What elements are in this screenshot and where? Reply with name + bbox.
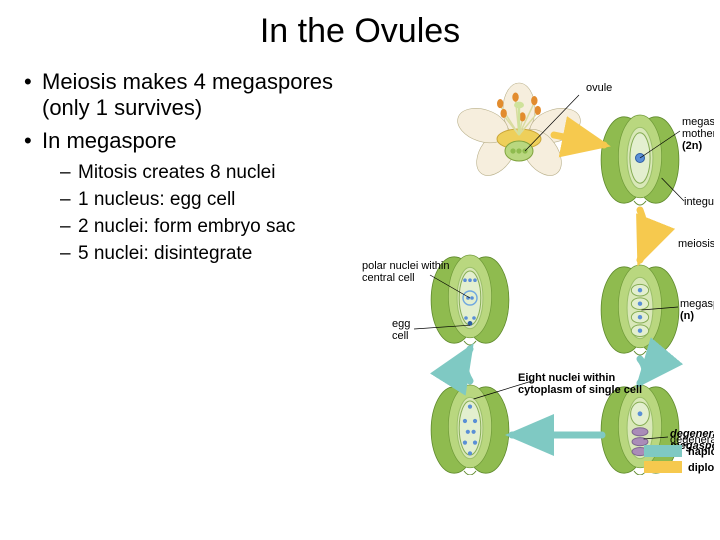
svg-text:diploid: diploid (688, 462, 714, 474)
sub-1: Mitosis creates 8 nuclei (42, 162, 344, 185)
svg-text:central cell: central cell (362, 272, 415, 284)
bullet-2-text: In megaspore (42, 128, 177, 153)
sub-1-text: Mitosis creates 8 nuclei (78, 162, 275, 183)
content-row: Meiosis makes 4 megaspores (only 1 survi… (0, 61, 720, 271)
svg-text:haploid: haploid (688, 446, 714, 458)
ovule-cycle-diagram: ovule megaspore mother cellmother cell(2n… (354, 75, 714, 475)
svg-text:ovule: ovule (586, 82, 612, 94)
sub-3-text: 2 nuclei: form embryo sac (78, 216, 296, 237)
svg-text:mother cell: mother cell (682, 128, 714, 140)
svg-text:egg: egg (392, 318, 410, 330)
text-column: Meiosis makes 4 megaspores (only 1 survi… (24, 69, 344, 271)
sub-4: 5 nuclei: disintegrate (42, 243, 344, 266)
svg-text:integuments: integuments (684, 196, 714, 208)
svg-text:(n): (n) (680, 310, 694, 322)
diagram-column: ovulemegaspore mother cellmother cell(2n… (344, 69, 704, 271)
svg-text:meiosis: meiosis (678, 238, 714, 250)
sub-3: 2 nuclei: form embryo sac (42, 216, 344, 239)
svg-text:megaspores: megaspores (680, 298, 714, 310)
bullet-list: Meiosis makes 4 megaspores (only 1 survi… (24, 69, 344, 265)
svg-text:Eight nuclei within: Eight nuclei within (518, 372, 615, 384)
svg-text:degenerating: degenerating (670, 428, 714, 440)
sub-list: Mitosis creates 8 nuclei 1 nucleus: egg … (42, 162, 344, 265)
svg-text:(2n): (2n) (682, 140, 703, 152)
svg-text:megaspore mother cell: megaspore mother cell (682, 116, 714, 128)
svg-text:cell: cell (392, 330, 409, 342)
page-title: In the Ovules (0, 0, 720, 61)
sub-2: 1 nucleus: egg cell (42, 189, 344, 212)
svg-text:cytoplasm of single cell: cytoplasm of single cell (518, 384, 642, 396)
svg-text:polar nuclei within: polar nuclei within (362, 260, 449, 272)
sub-2-text: 1 nucleus: egg cell (78, 189, 235, 210)
bullet-1-text: Meiosis makes 4 megaspores (only 1 survi… (42, 69, 333, 120)
bullet-2: In megaspore Mitosis creates 8 nuclei 1 … (24, 128, 344, 266)
bullet-1: Meiosis makes 4 megaspores (only 1 survi… (24, 69, 344, 122)
sub-4-text: 5 nuclei: disintegrate (78, 243, 252, 264)
